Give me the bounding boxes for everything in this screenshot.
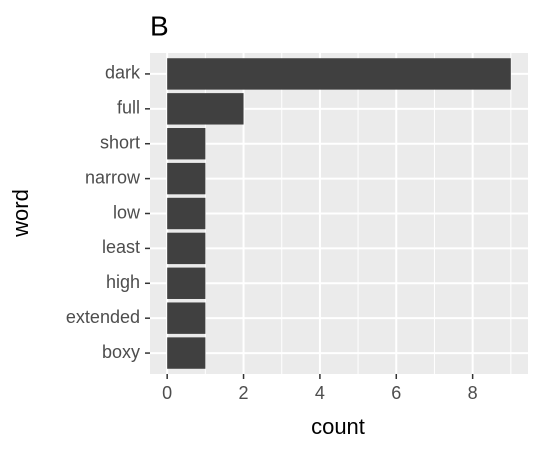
bar [167, 93, 244, 125]
bar [167, 128, 206, 160]
y-tick-label: short [100, 132, 140, 152]
bar [167, 162, 206, 195]
chart-title: B [150, 10, 169, 41]
y-tick-label: boxy [102, 342, 140, 362]
x-tick-label: 6 [391, 383, 401, 403]
y-tick-label: low [113, 202, 141, 222]
y-tick-label: full [117, 98, 140, 118]
y-axis-title: word [8, 189, 33, 238]
bar [167, 232, 206, 265]
x-tick-label: 0 [162, 383, 172, 403]
bar [167, 197, 206, 230]
x-tick-label: 2 [239, 383, 249, 403]
bar [167, 58, 511, 90]
y-tick-label: dark [105, 63, 141, 83]
y-tick-label: high [106, 272, 140, 292]
y-tick-label: least [102, 237, 140, 257]
bar [167, 267, 206, 299]
x-axis-title: count [311, 414, 365, 439]
bar [167, 337, 206, 369]
x-tick-label: 8 [468, 383, 478, 403]
y-tick-label: narrow [85, 167, 141, 187]
bar [167, 302, 206, 334]
y-tick-label: extended [66, 307, 140, 327]
x-tick-label: 4 [315, 383, 325, 403]
